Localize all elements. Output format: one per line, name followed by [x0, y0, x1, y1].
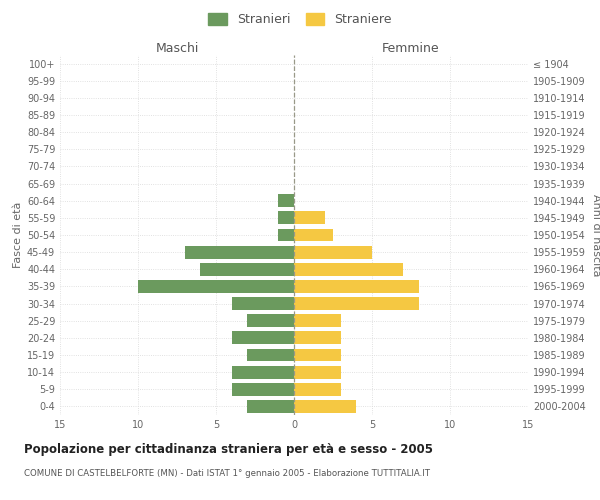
Bar: [294, 263, 403, 276]
Bar: [294, 297, 419, 310]
Bar: [294, 383, 341, 396]
Bar: [294, 348, 341, 362]
Bar: [138, 280, 294, 293]
Bar: [294, 332, 341, 344]
Bar: [247, 400, 294, 413]
Bar: [247, 314, 294, 327]
Text: COMUNE DI CASTELBELFORTE (MN) - Dati ISTAT 1° gennaio 2005 - Elaborazione TUTTIT: COMUNE DI CASTELBELFORTE (MN) - Dati IST…: [24, 469, 430, 478]
Text: Popolazione per cittadinanza straniera per età e sesso - 2005: Popolazione per cittadinanza straniera p…: [24, 442, 433, 456]
Text: Maschi: Maschi: [155, 42, 199, 55]
Legend: Stranieri, Straniere: Stranieri, Straniere: [205, 8, 395, 30]
Bar: [185, 246, 294, 258]
Bar: [294, 228, 333, 241]
Y-axis label: Fasce di età: Fasce di età: [13, 202, 23, 268]
Bar: [294, 246, 372, 258]
Bar: [294, 400, 356, 413]
Text: Femmine: Femmine: [382, 42, 440, 55]
Bar: [294, 280, 419, 293]
Bar: [294, 314, 341, 327]
Bar: [278, 228, 294, 241]
Bar: [294, 212, 325, 224]
Bar: [200, 263, 294, 276]
Bar: [278, 194, 294, 207]
Bar: [294, 366, 341, 378]
Bar: [232, 297, 294, 310]
Bar: [232, 332, 294, 344]
Bar: [232, 366, 294, 378]
Bar: [232, 383, 294, 396]
Bar: [278, 212, 294, 224]
Bar: [247, 348, 294, 362]
Y-axis label: Anni di nascita: Anni di nascita: [591, 194, 600, 276]
